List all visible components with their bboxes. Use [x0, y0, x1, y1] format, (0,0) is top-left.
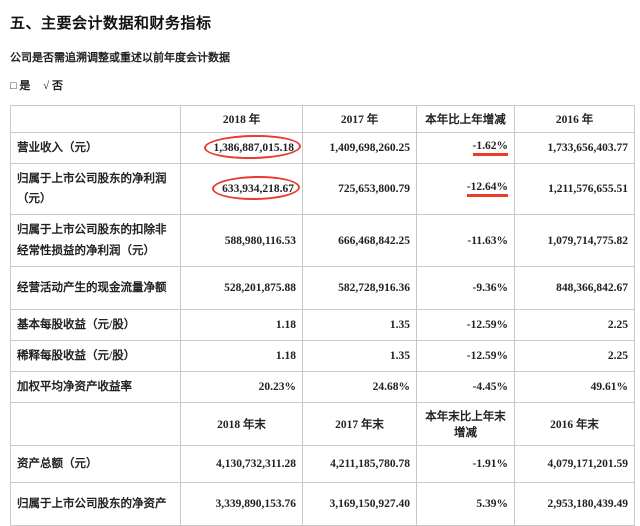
header-change: 本年比上年增减: [416, 105, 515, 133]
header-2018-end: 2018 年末: [180, 402, 303, 447]
cell-change: 5.39%: [416, 482, 515, 526]
header-2017: 2017 年: [302, 105, 417, 133]
header-2016: 2016 年: [514, 105, 635, 133]
cell-2017: 666,468,842.25: [302, 214, 417, 267]
cell-change: -12.64%: [416, 163, 515, 216]
cell-2016: 1,733,656,403.77: [514, 131, 635, 165]
cell-2016: 2.25: [514, 339, 635, 373]
cell-2016: 1,211,576,655.51: [514, 163, 635, 216]
header-change-end: 本年末比上年末增减: [416, 402, 515, 447]
cell-2018: 528,201,875.88: [180, 265, 303, 310]
red-ellipse-annotation: 1,386,887,015.18: [213, 142, 295, 155]
header-empty: [10, 105, 181, 133]
cell-2017: 1,409,698,260.25: [302, 131, 417, 165]
red-ellipse-annotation: 633,934,218.67: [222, 183, 294, 196]
row-diluted-eps: 稀释每股收益（元/股） 1.18 1.35 -12.59% 2.25: [10, 339, 635, 373]
row-label: 归属于上市公司股东的净利润（元）: [10, 163, 181, 216]
cell-2018: 1,386,887,015.18: [180, 131, 303, 165]
financial-indicators-table: 2018 年 2017 年 本年比上年增减 2016 年 营业收入（元） 1,3…: [10, 105, 635, 526]
cell-2018: 588,980,116.53: [180, 214, 303, 267]
cell-2017: 725,653,800.79: [302, 163, 417, 216]
header-2017-end: 2017 年末: [302, 402, 417, 447]
row-revenue: 营业收入（元） 1,386,887,015.18 1,409,698,260.2…: [10, 131, 635, 165]
cell-2016: 1,079,714,775.82: [514, 214, 635, 267]
row-label: 基本每股收益（元/股）: [10, 308, 181, 341]
cell-2017: 24.68%: [302, 370, 417, 404]
cell-change: -1.62%: [416, 131, 515, 165]
row-label: 加权平均净资产收益率: [10, 370, 181, 404]
cell-change: -11.63%: [416, 214, 515, 267]
cell-2017: 1.35: [302, 308, 417, 341]
cell-2018: 1.18: [180, 339, 303, 373]
cell-2016: 2,953,180,439.49: [514, 482, 635, 526]
cell-change: -1.91%: [416, 445, 515, 484]
cell-2018: 3,339,890,153.76: [180, 482, 303, 526]
cell-2018: 4,130,732,311.28: [180, 445, 303, 484]
header-2018: 2018 年: [180, 105, 303, 133]
header-empty: [10, 402, 181, 447]
cell-2016: 49.61%: [514, 370, 635, 404]
cell-2017: 4,211,185,780.78: [302, 445, 417, 484]
row-net-assets: 归属于上市公司股东的净资产 3,339,890,153.76 3,169,150…: [10, 482, 635, 526]
row-label: 归属于上市公司股东的净资产: [10, 482, 181, 526]
row-total-assets: 资产总额（元） 4,130,732,311.28 4,211,185,780.7…: [10, 445, 635, 484]
option-yes-unchecked: □ 是: [10, 80, 31, 92]
row-net-profit-deducted: 归属于上市公司股东的扣除非经常性损益的净利润（元） 588,980,116.53…: [10, 214, 635, 267]
cell-2016: 848,366,842.67: [514, 265, 635, 310]
cell-2017: 3,169,150,927.40: [302, 482, 417, 526]
cell-2017: 582,728,916.36: [302, 265, 417, 310]
row-label: 经营活动产生的现金流量净额: [10, 265, 181, 310]
restatement-question: 公司是否需追溯调整或重述以前年度会计数据: [10, 52, 230, 64]
cell-2018: 20.23%: [180, 370, 303, 404]
row-label: 稀释每股收益（元/股）: [10, 339, 181, 373]
section-title: 五、主要会计数据和财务指标: [10, 16, 212, 32]
header-row-yearend: 2018 年末 2017 年末 本年末比上年末增减 2016 年末: [10, 402, 635, 447]
red-underline-annotation: -12.64%: [466, 181, 508, 198]
row-label: 营业收入（元）: [10, 131, 181, 165]
row-label: 资产总额（元）: [10, 445, 181, 484]
cell-2017: 1.35: [302, 339, 417, 373]
cell-change: -4.45%: [416, 370, 515, 404]
cell-change: -12.59%: [416, 339, 515, 373]
header-2016-end: 2016 年末: [514, 402, 635, 447]
header-row-year: 2018 年 2017 年 本年比上年增减 2016 年: [10, 105, 635, 133]
row-label: 归属于上市公司股东的扣除非经常性损益的净利润（元）: [10, 214, 181, 267]
row-roe: 加权平均净资产收益率 20.23% 24.68% -4.45% 49.61%: [10, 370, 635, 404]
option-no-checked: √ 否: [43, 80, 63, 92]
cell-2018: 1.18: [180, 308, 303, 341]
cell-2016: 4,079,171,201.59: [514, 445, 635, 484]
row-net-profit: 归属于上市公司股东的净利润（元） 633,934,218.67 725,653,…: [10, 163, 635, 216]
cell-change: -9.36%: [416, 265, 515, 310]
row-basic-eps: 基本每股收益（元/股） 1.18 1.35 -12.59% 2.25: [10, 308, 635, 341]
cell-2018: 633,934,218.67: [180, 163, 303, 216]
row-operating-cash-flow: 经营活动产生的现金流量净额 528,201,875.88 582,728,916…: [10, 265, 635, 310]
restatement-options: □ 是 √ 否: [10, 77, 632, 93]
red-underline-annotation: -1.62%: [472, 140, 508, 157]
cell-change: -12.59%: [416, 308, 515, 341]
cell-2016: 2.25: [514, 308, 635, 341]
